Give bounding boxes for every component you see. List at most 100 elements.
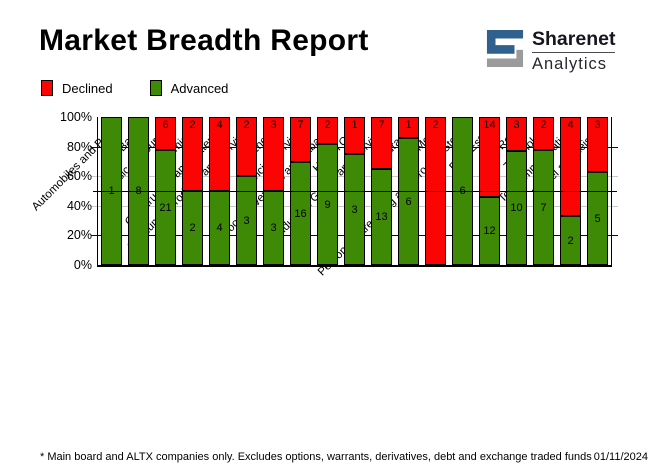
advanced-count-label: 12 — [483, 225, 496, 237]
bar-declined-segment — [155, 117, 176, 150]
advanced-count-label: 13 — [375, 211, 388, 223]
declined-count-label: 4 — [567, 119, 574, 131]
y-axis-label: 100% — [60, 110, 92, 124]
bar-advanced-segment — [533, 150, 554, 265]
y-axis-tick — [612, 176, 618, 178]
declined-count-label: 2 — [540, 119, 547, 131]
bar: 6 21 — [155, 117, 176, 265]
advanced-count-label: 3 — [351, 203, 358, 216]
advanced-count-label: 2 — [189, 222, 196, 234]
fifty-percent-line — [93, 191, 617, 192]
plot-area: 0%20%40%60%80%100%1Automobiles and Parts… — [30, 110, 618, 278]
advanced-count-label: 6 — [405, 195, 412, 208]
bar-advanced-segment — [398, 138, 419, 265]
declined-count-label: 4 — [216, 119, 223, 131]
declined-count-label: 3 — [513, 119, 520, 131]
bar-declined-segment — [236, 117, 257, 176]
declined-count-label: 2 — [432, 119, 439, 131]
advanced-swatch — [149, 80, 162, 96]
bar-declined-segment — [371, 117, 392, 169]
advanced-count-label: 21 — [159, 201, 172, 214]
bar-declined-segment — [398, 117, 419, 138]
advanced-count-label: 16 — [294, 207, 307, 220]
bar-declined-segment — [533, 117, 554, 150]
y-axis-tick — [612, 205, 618, 207]
declined-swatch — [41, 80, 53, 96]
bar-declined-segment — [209, 117, 230, 191]
declined-count-label: 7 — [297, 119, 304, 131]
legend-item-advanced: Advanced — [149, 80, 229, 96]
y-axis-tick — [612, 235, 618, 237]
bar-declined-segment — [344, 117, 365, 154]
advanced-count-label: 9 — [324, 198, 331, 211]
legend-label-declined: Declined — [62, 80, 113, 96]
bar-advanced-segment — [479, 197, 500, 265]
sharenet-logo-icon — [486, 29, 524, 68]
declined-count-label: 2 — [243, 119, 250, 131]
declined-count-label: 1 — [405, 119, 412, 131]
bar-advanced-segment — [344, 154, 365, 265]
y-axis-tick — [91, 176, 97, 178]
y-axis-label: 0% — [73, 258, 92, 272]
logo-brand-text: Sharenet — [532, 28, 616, 54]
advanced-count-label: 3 — [270, 222, 277, 234]
legend-label-advanced: Advanced — [170, 80, 229, 96]
y-axis-label: 40% — [66, 198, 92, 213]
y-axis-tick — [91, 235, 97, 237]
bar-advanced-segment — [236, 176, 257, 265]
bar-declined-segment — [506, 117, 527, 151]
bar-advanced-segment — [371, 169, 392, 265]
advanced-count-label: 4 — [216, 222, 223, 234]
bar-declined-segment — [479, 117, 500, 197]
bar-advanced-segment — [155, 150, 176, 265]
footer-date: 01/11/2024 — [593, 451, 648, 463]
declined-count-label: 1 — [351, 119, 358, 131]
bar: 14 12 — [479, 117, 500, 265]
y-axis-tick — [612, 146, 618, 148]
advanced-count-label: 3 — [243, 214, 250, 227]
advanced-count-label: 2 — [567, 234, 574, 247]
bar-advanced-segment — [506, 151, 527, 265]
declined-count-label: 3 — [594, 119, 601, 131]
y-axis-tick — [91, 205, 97, 207]
page-title: Market Breadth Report — [39, 24, 369, 57]
y-axis-label: 60% — [66, 169, 92, 184]
bar-advanced-segment — [560, 216, 581, 265]
bar-advanced-segment — [290, 162, 311, 265]
bar-declined-segment — [587, 117, 608, 172]
bar: 7 13 — [371, 117, 392, 265]
y-axis-label: 80% — [66, 139, 92, 154]
logo-sub-text: Analytics — [532, 55, 608, 74]
bar: 7 16 — [290, 117, 311, 265]
footer: * Main board and ALTX companies only. Ex… — [40, 451, 648, 463]
declined-count-label: 2 — [189, 119, 196, 131]
bar-advanced-segment — [587, 172, 608, 265]
bar-declined-segment — [263, 117, 284, 191]
bar-declined-segment — [182, 117, 203, 191]
sharenet-logo: Sharenet Analytics — [486, 28, 616, 74]
y-axis-label: 20% — [66, 228, 92, 243]
y-axis-tick — [91, 146, 97, 148]
declined-count-label: 3 — [270, 119, 277, 131]
declined-count-label: 7 — [378, 119, 385, 131]
legend-item-declined: Declined — [41, 80, 113, 96]
advanced-count-label: 10 — [510, 202, 523, 214]
declined-count-label: 6 — [162, 119, 169, 131]
bar-declined-segment — [560, 117, 581, 216]
footer-note: * Main board and ALTX companies only. Ex… — [40, 451, 592, 463]
advanced-count-label: 5 — [594, 212, 601, 225]
advanced-count-label: 7 — [540, 201, 547, 214]
bar-advanced-segment — [317, 144, 338, 265]
bar-declined-segment — [317, 117, 338, 144]
declined-count-label: 2 — [324, 119, 331, 131]
bar-declined-segment — [290, 117, 311, 162]
